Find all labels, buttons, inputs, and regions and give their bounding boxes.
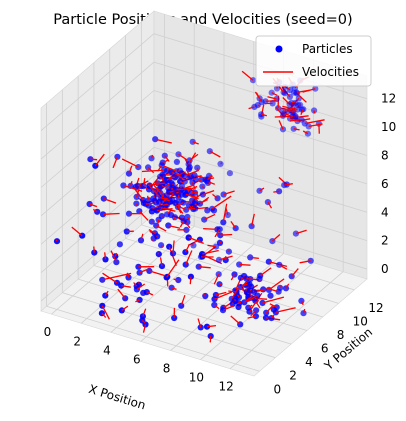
velocity-vector xyxy=(56,240,57,241)
velocity-vector xyxy=(273,191,279,192)
z-tick-label: 12 xyxy=(381,92,396,106)
particle-point xyxy=(227,170,233,176)
velocity-vector xyxy=(155,201,156,204)
x-tick-label: 6 xyxy=(133,353,141,367)
x-tick-label: 8 xyxy=(163,362,171,376)
velocity-vector xyxy=(173,184,174,185)
velocity-vector xyxy=(177,161,178,162)
chart-title: Particle Positions and Velocities (seed=… xyxy=(53,12,352,28)
velocity-vector xyxy=(220,235,232,236)
y-axis-label: Y Position xyxy=(321,325,375,374)
velocity-vector xyxy=(203,229,217,230)
z-tick-label: 2 xyxy=(381,234,389,248)
y-tick-label: 0 xyxy=(274,382,282,396)
particle-point xyxy=(180,200,186,206)
legend-particles-marker xyxy=(276,46,283,53)
velocity-vector xyxy=(90,159,97,160)
velocity-vector xyxy=(255,299,267,300)
velocity-vector xyxy=(94,247,95,253)
x-tick-label: 0 xyxy=(44,325,52,339)
particle-point xyxy=(166,244,172,250)
velocity-vector xyxy=(158,253,159,254)
particle-point xyxy=(172,214,178,220)
velocity-vector xyxy=(293,93,294,94)
particle-point xyxy=(178,303,184,309)
y-tick-label: 2 xyxy=(289,369,297,383)
particle-point xyxy=(245,305,251,311)
particle-point xyxy=(186,234,192,240)
legend: Particles Velocities xyxy=(256,36,371,86)
z-tick-label: 0 xyxy=(381,262,389,276)
velocity-vector xyxy=(220,242,221,243)
particle-point xyxy=(207,148,213,154)
velocity-vector xyxy=(146,203,153,204)
y-tick-label: 6 xyxy=(321,342,329,356)
particle-point xyxy=(190,139,196,145)
velocity-vector xyxy=(152,221,154,222)
legend-particles-label: Particles xyxy=(302,42,353,56)
velocity-vector xyxy=(157,182,159,183)
particle-point xyxy=(194,165,200,171)
velocity-vector xyxy=(192,245,193,246)
velocity-vector xyxy=(178,171,180,172)
legend-velocities-label: Velocities xyxy=(302,65,359,79)
velocity-vector xyxy=(220,284,222,285)
particle-point xyxy=(183,262,189,268)
velocity-vector xyxy=(190,277,191,285)
z-tick-label: 6 xyxy=(381,177,389,191)
velocity-vector xyxy=(176,192,178,193)
particle-point xyxy=(201,217,207,223)
particle-point xyxy=(158,242,164,248)
particle-point xyxy=(217,226,223,232)
x-tick-label: 4 xyxy=(103,343,111,357)
x-tick-label: 12 xyxy=(219,380,234,394)
x-tick-label: 2 xyxy=(73,334,81,348)
velocity-vector xyxy=(103,214,120,215)
velocity-vector xyxy=(239,265,250,266)
velocity-vector xyxy=(174,279,179,280)
y-tick-label: 8 xyxy=(337,328,345,342)
z-tick-label: 10 xyxy=(381,120,396,134)
z-tick-label: 8 xyxy=(381,149,389,163)
z-tick-label: 4 xyxy=(381,205,389,219)
particle-point xyxy=(114,154,120,160)
x-tick-label: 10 xyxy=(189,371,204,385)
velocity-vector xyxy=(105,252,106,259)
y-tick-label: 4 xyxy=(305,355,313,369)
y-tick-label: 12 xyxy=(368,301,383,315)
particle-point xyxy=(229,296,235,302)
particle-point xyxy=(177,178,183,184)
x-axis-label: X Position xyxy=(87,382,147,413)
